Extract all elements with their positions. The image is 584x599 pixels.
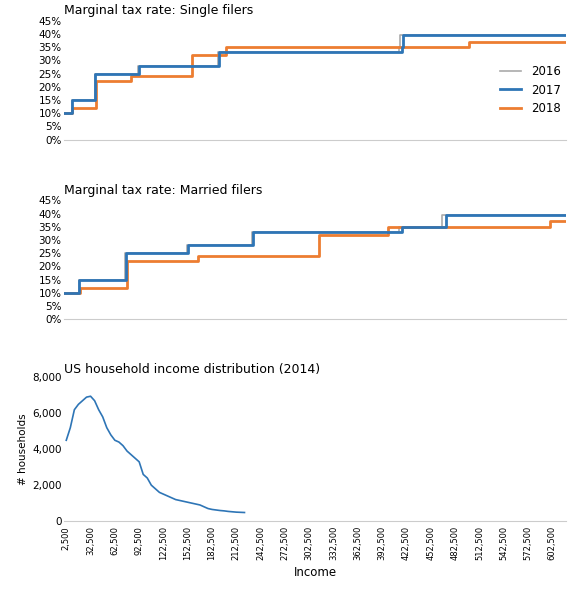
Legend: 2016, 2017, 2018: 2016, 2017, 2018	[500, 65, 561, 116]
Text: US household income distribution (2014): US household income distribution (2014)	[64, 363, 321, 376]
Text: Marginal tax rate: Married filers: Marginal tax rate: Married filers	[64, 183, 263, 196]
Y-axis label: # households: # households	[18, 413, 28, 485]
Text: Marginal tax rate: Single filers: Marginal tax rate: Single filers	[64, 4, 253, 17]
X-axis label: Income: Income	[294, 566, 337, 579]
